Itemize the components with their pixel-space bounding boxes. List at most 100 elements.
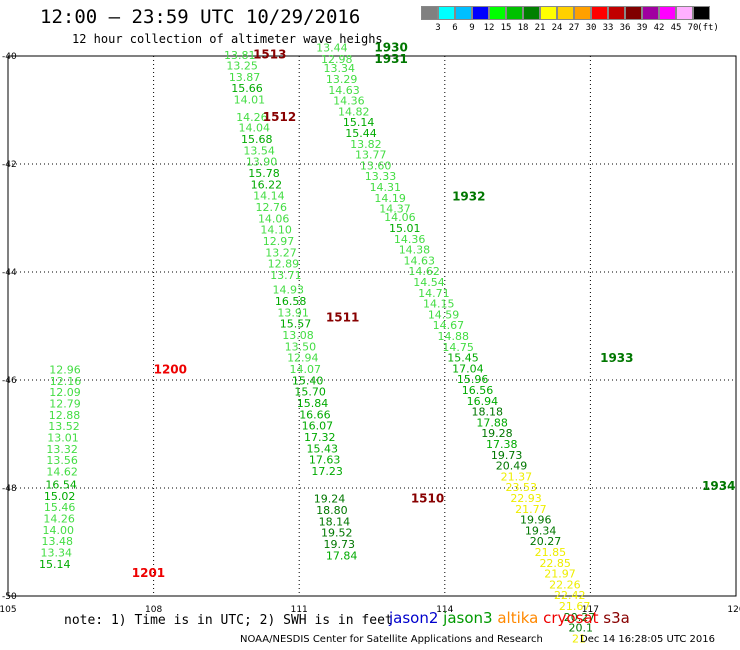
- wave-height-value: 12.09: [49, 386, 81, 399]
- wave-height-value: 14.31: [370, 181, 402, 194]
- legend-item-jason3: jason3: [443, 609, 498, 627]
- color-scale-swatch: [472, 6, 489, 20]
- wave-height-value: 13.34: [323, 62, 355, 75]
- wave-height-value: 14.07: [289, 363, 321, 376]
- wave-height-value: 16.58: [275, 295, 307, 308]
- legend-item-cryosat: cryosat: [543, 609, 604, 627]
- wave-height-value: 15.46: [44, 501, 76, 514]
- wave-height-value: 21.67: [559, 600, 591, 613]
- wave-height-value: 14.63: [328, 84, 360, 97]
- wave-height-value: 13.60: [360, 159, 392, 172]
- wave-height-value: 20.27: [564, 611, 596, 624]
- color-scale-tick-label: 45: [670, 23, 682, 33]
- wave-height-value: 22.85: [539, 557, 571, 570]
- wave-height-value: 23.53: [505, 481, 537, 494]
- color-scale-tick-label: 9: [469, 23, 475, 33]
- wave-height-value: 22.26: [549, 578, 581, 591]
- wave-height-value: 12.98: [321, 53, 353, 66]
- wave-height-value: 16.66: [299, 408, 331, 421]
- color-scale-tick-label: 24: [551, 23, 563, 33]
- wave-height-value: 14.62: [408, 265, 440, 278]
- pass-time-label: 1511: [326, 311, 359, 325]
- wave-height-value: 13.29: [326, 73, 358, 86]
- pass-time-label: 1201: [132, 566, 165, 580]
- wave-height-value: 14.38: [399, 244, 431, 257]
- wave-height-value: 17.23: [311, 465, 343, 478]
- wave-height-value: 17.88: [476, 416, 508, 429]
- wave-height-value: 13.27: [265, 246, 297, 259]
- wave-height-value: 13.82: [350, 138, 382, 151]
- wave-height-value: 12.88: [49, 409, 81, 422]
- color-scale-swatch: [591, 6, 608, 20]
- wave-height-value: 14.59: [428, 308, 460, 321]
- wave-height-value: 15.43: [306, 442, 338, 455]
- color-scale-unit: (ft): [697, 23, 719, 33]
- latitude-label: -42: [2, 160, 17, 170]
- wave-height-value: 15.45: [447, 352, 479, 365]
- color-scale-swatch: [625, 6, 642, 20]
- wave-height-value: 13.81: [224, 49, 256, 62]
- wave-height-value: 15.96: [457, 373, 489, 386]
- color-scale-swatch: [506, 6, 523, 20]
- pass-time-label: 1933: [600, 351, 633, 365]
- wave-height-value: 19.52: [321, 527, 353, 540]
- map-frame: [7, 55, 737, 597]
- wave-height-value: 13.33: [365, 170, 397, 183]
- color-scale-tick-label: 39: [636, 23, 648, 33]
- wave-height-value: 15.40: [292, 374, 324, 387]
- wave-height-value: 14.19: [374, 192, 406, 205]
- pass-time-label: 1510: [411, 492, 444, 506]
- color-scale-tick-label: 21: [534, 23, 546, 33]
- wave-height-value: 18.18: [471, 406, 503, 419]
- pass-time-label: 1934: [702, 479, 735, 493]
- wave-height-value: 13.91: [277, 306, 309, 319]
- color-scale-tick-label: 30: [585, 23, 597, 33]
- color-scale-tick-label: 6: [452, 23, 458, 33]
- wave-height-value: 14.26: [236, 111, 268, 124]
- wave-height-value: 12.89: [268, 258, 300, 271]
- wave-height-value: 19.73: [323, 538, 355, 551]
- wave-height-value: 14.93: [273, 284, 305, 297]
- wave-height-value: 15.14: [39, 558, 71, 571]
- satellite-legend: jason2 jason3 altika cryosat s3a: [389, 609, 630, 627]
- color-scale-tick-label: 18: [517, 23, 529, 33]
- wave-height-value: 14.62: [46, 466, 78, 479]
- color-scale-bar: [421, 6, 710, 20]
- latitude-label: -48: [2, 484, 17, 494]
- color-scale-tick-label: 12: [483, 23, 495, 33]
- wave-height-value: 16.56: [462, 384, 494, 397]
- wave-height-value: 19.28: [481, 427, 513, 440]
- wave-height-value: 12.76: [256, 201, 288, 214]
- wave-height-value: 13.01: [47, 432, 78, 445]
- wave-height-value: 14.63: [404, 254, 436, 267]
- wave-height-value: 16.22: [251, 178, 283, 191]
- legend-item-altika: altika: [497, 609, 544, 627]
- wave-height-value: 13.71: [270, 269, 302, 282]
- wave-height-value: 14.36: [333, 95, 365, 108]
- wave-height-value: 13.90: [246, 156, 278, 169]
- longitude-label: 120: [727, 605, 740, 615]
- wave-height-value: 13.48: [41, 535, 73, 548]
- wave-height-value: 21.85: [535, 546, 567, 559]
- wave-height-value: 14.36: [394, 233, 426, 246]
- latitude-label: -40: [2, 52, 17, 62]
- latitude-label: -44: [2, 268, 17, 278]
- page-title: 12:00 – 23:59 UTC 10/29/2016: [40, 6, 361, 28]
- wave-height-value: 14.37: [379, 203, 411, 216]
- wave-height-value: 16.94: [467, 395, 499, 408]
- wave-height-value: 16.54: [45, 479, 77, 492]
- latitude-label: -50: [2, 592, 17, 602]
- wave-height-value: 12.79: [49, 398, 81, 411]
- wave-height-value: 12.96: [49, 364, 81, 377]
- pass-time-label: 1200: [154, 363, 187, 377]
- color-scale-swatch: [455, 6, 472, 20]
- color-scale-swatch: [574, 6, 591, 20]
- wave-height-value: 19.34: [525, 524, 557, 537]
- color-scale-swatch: [523, 6, 540, 20]
- wave-height-value: 13.08: [282, 329, 314, 342]
- wave-height-value: 19.96: [520, 514, 552, 527]
- wave-height-value: 20.1: [569, 622, 594, 635]
- wave-height-value: 13.34: [41, 547, 73, 560]
- wave-height-value: 17.84: [326, 549, 358, 562]
- wave-height-value: 20.27: [530, 535, 562, 548]
